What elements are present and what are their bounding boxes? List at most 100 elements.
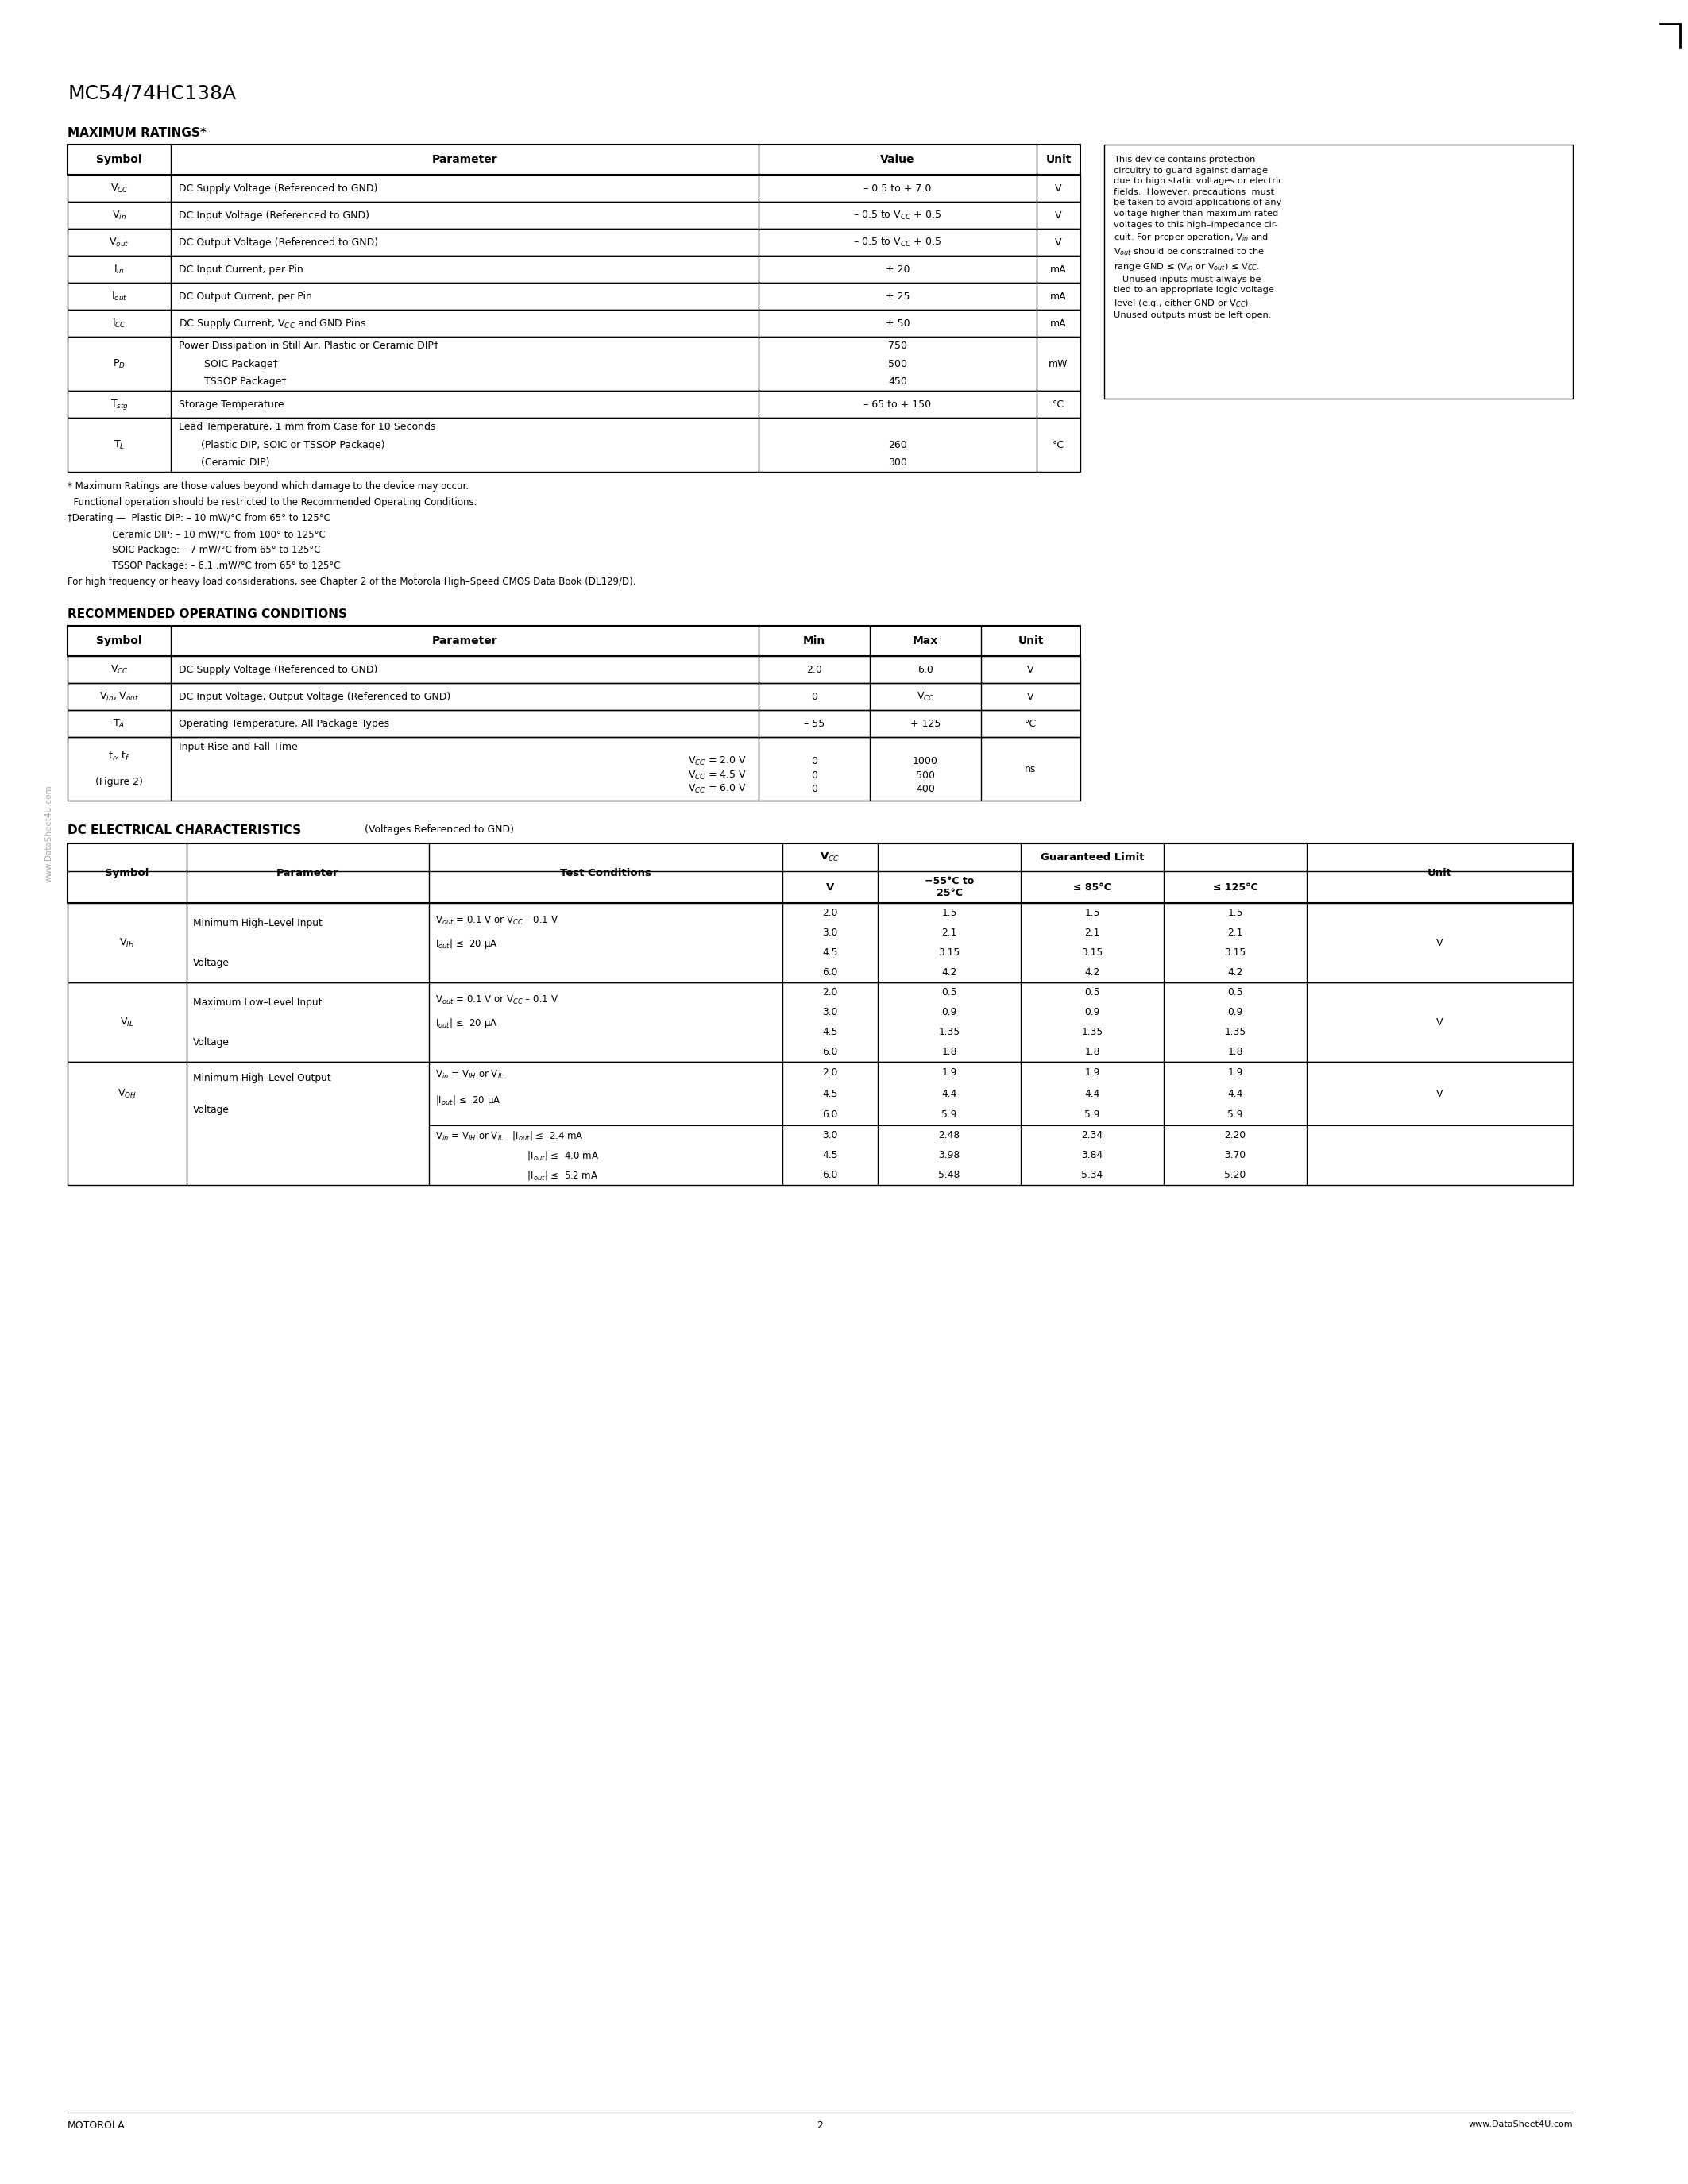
Text: 1000: 1000: [913, 756, 939, 767]
Text: 4.5: 4.5: [822, 1151, 837, 1160]
Text: (Ceramic DIP): (Ceramic DIP): [179, 459, 270, 467]
Text: I$_{out}$: I$_{out}$: [111, 290, 127, 301]
Text: V$_{IL}$: V$_{IL}$: [120, 1016, 133, 1029]
Text: TSSOP Package: – 6.1 .mW/°C from 65° to 125°C: TSSOP Package: – 6.1 .mW/°C from 65° to …: [68, 561, 341, 570]
Text: 260: 260: [888, 439, 906, 450]
Text: MC54/74HC138A: MC54/74HC138A: [68, 83, 236, 103]
Text: °C: °C: [1025, 719, 1036, 729]
Text: 2.34: 2.34: [1082, 1129, 1102, 1140]
Bar: [68, 229, 1080, 256]
Text: 5.48: 5.48: [939, 1171, 960, 1179]
Bar: [68, 417, 1080, 472]
Text: V$_{CC}$: V$_{CC}$: [110, 664, 128, 675]
Text: I$_{in}$: I$_{in}$: [113, 264, 125, 275]
Text: DC ELECTRICAL CHARACTERISTICS: DC ELECTRICAL CHARACTERISTICS: [68, 823, 300, 836]
Bar: [68, 843, 1573, 902]
Text: V$_{in}$ = V$_{IH}$ or V$_{IL}$   |I$_{out}$| ≤  2.4 mA: V$_{in}$ = V$_{IH}$ or V$_{IL}$ |I$_{out…: [436, 1129, 584, 1142]
Text: °C: °C: [1053, 400, 1065, 408]
Text: V: V: [1055, 183, 1062, 194]
Text: Minimum High–Level Input: Minimum High–Level Input: [192, 917, 322, 928]
Bar: [68, 175, 1080, 201]
Text: 6.0: 6.0: [822, 1171, 837, 1179]
Text: V$_{out}$: V$_{out}$: [110, 236, 130, 249]
Text: This device contains protection
circuitry to guard against damage
due to high st: This device contains protection circuitr…: [1114, 155, 1283, 319]
Text: 1.8: 1.8: [1084, 1046, 1101, 1057]
Text: 750: 750: [888, 341, 906, 352]
Bar: [68, 1061, 1573, 1186]
Text: 2.1: 2.1: [1227, 928, 1242, 937]
Text: 4.2: 4.2: [942, 968, 957, 978]
Text: Unit: Unit: [1428, 867, 1452, 878]
Text: Maximum Low–Level Input: Maximum Low–Level Input: [192, 998, 322, 1007]
Text: 3.15: 3.15: [939, 948, 960, 959]
Bar: [68, 736, 1080, 802]
Text: 1.5: 1.5: [1084, 909, 1101, 917]
Text: 1.5: 1.5: [1227, 909, 1242, 917]
Text: – 0.5 to V$_{CC}$ + 0.5: – 0.5 to V$_{CC}$ + 0.5: [854, 210, 942, 221]
Text: V$_{out}$ = 0.1 V or V$_{CC}$ – 0.1 V: V$_{out}$ = 0.1 V or V$_{CC}$ – 0.1 V: [436, 915, 559, 928]
Text: ≤ 125°C: ≤ 125°C: [1212, 882, 1258, 893]
Text: Unit: Unit: [1018, 636, 1043, 646]
Text: V$_{CC}$ = 2.0 V: V$_{CC}$ = 2.0 V: [689, 756, 746, 767]
Text: 2.0: 2.0: [822, 1068, 837, 1077]
Bar: [68, 391, 1080, 417]
Text: 4.4: 4.4: [942, 1088, 957, 1099]
Text: Unit: Unit: [1045, 155, 1072, 166]
Text: Parameter: Parameter: [432, 636, 498, 646]
Bar: [68, 902, 1573, 983]
Text: t$_{r}$, t$_{f}$: t$_{r}$, t$_{f}$: [108, 749, 130, 762]
Text: mA: mA: [1050, 264, 1067, 275]
Text: V$_{in}$ = V$_{IH}$ or V$_{IL}$: V$_{in}$ = V$_{IH}$ or V$_{IL}$: [436, 1068, 505, 1081]
Text: 2.48: 2.48: [939, 1129, 960, 1140]
Text: P$_{D}$: P$_{D}$: [113, 358, 125, 369]
Bar: [68, 144, 1080, 175]
Text: 300: 300: [888, 459, 906, 467]
Text: Max: Max: [913, 636, 939, 646]
Text: www.DataSheet4U.com: www.DataSheet4U.com: [1469, 2121, 1573, 2129]
Text: I$_{CC}$: I$_{CC}$: [111, 317, 127, 330]
Text: †Derating —  Plastic DIP: – 10 mW/°C from 65° to 125°C: †Derating — Plastic DIP: – 10 mW/°C from…: [68, 513, 331, 524]
Text: V$_{in}$: V$_{in}$: [111, 210, 127, 221]
Text: (Plastic DIP, SOIC or TSSOP Package): (Plastic DIP, SOIC or TSSOP Package): [179, 439, 385, 450]
Text: 6.0: 6.0: [822, 968, 837, 978]
Text: 5.9: 5.9: [942, 1109, 957, 1120]
Text: V$_{CC}$: V$_{CC}$: [820, 852, 841, 863]
Text: 1.5: 1.5: [942, 909, 957, 917]
Text: DC Input Voltage, Output Voltage (Referenced to GND): DC Input Voltage, Output Voltage (Refere…: [179, 692, 451, 701]
Text: V: V: [1436, 1018, 1443, 1026]
Text: 4.2: 4.2: [1227, 968, 1242, 978]
Text: 2.0: 2.0: [807, 664, 822, 675]
Bar: [68, 710, 1080, 736]
Text: SOIC Package: – 7 mW/°C from 65° to 125°C: SOIC Package: – 7 mW/°C from 65° to 125°…: [68, 544, 321, 555]
Text: |I$_{out}$| ≤  5.2 mA: |I$_{out}$| ≤ 5.2 mA: [436, 1168, 599, 1182]
Text: MAXIMUM RATINGS*: MAXIMUM RATINGS*: [68, 127, 206, 140]
Bar: [68, 310, 1080, 336]
Text: SOIC Package†: SOIC Package†: [179, 358, 279, 369]
Text: T$_{stg}$: T$_{stg}$: [110, 397, 128, 411]
Text: + 125: + 125: [910, 719, 940, 729]
Text: Symbol: Symbol: [105, 867, 149, 878]
Text: 2: 2: [817, 2121, 824, 2132]
Text: 0: 0: [810, 756, 817, 767]
Text: Minimum High–Level Output: Minimum High–Level Output: [192, 1072, 331, 1083]
Text: 1.8: 1.8: [1227, 1046, 1242, 1057]
Text: V: V: [1436, 1088, 1443, 1099]
Text: 2.0: 2.0: [822, 987, 837, 998]
Text: −55°C to
25°C: −55°C to 25°C: [925, 876, 974, 898]
Bar: [68, 655, 1080, 684]
Text: Parameter: Parameter: [432, 155, 498, 166]
Text: 5.9: 5.9: [1084, 1109, 1101, 1120]
Text: 3.0: 3.0: [822, 1007, 837, 1018]
Text: 450: 450: [888, 376, 906, 387]
Text: 4.5: 4.5: [822, 948, 837, 959]
Text: 3.15: 3.15: [1224, 948, 1246, 959]
Text: 1.35: 1.35: [1224, 1026, 1246, 1037]
Text: V: V: [825, 882, 834, 893]
Text: RECOMMENDED OPERATING CONDITIONS: RECOMMENDED OPERATING CONDITIONS: [68, 609, 348, 620]
Text: mA: mA: [1050, 319, 1067, 328]
Text: 5.9: 5.9: [1227, 1109, 1242, 1120]
Text: 4.2: 4.2: [1085, 968, 1101, 978]
Text: 0.9: 0.9: [1227, 1007, 1242, 1018]
Text: |I$_{out}$| ≤  20 μA: |I$_{out}$| ≤ 20 μA: [436, 1094, 501, 1107]
Text: 3.98: 3.98: [939, 1151, 960, 1160]
